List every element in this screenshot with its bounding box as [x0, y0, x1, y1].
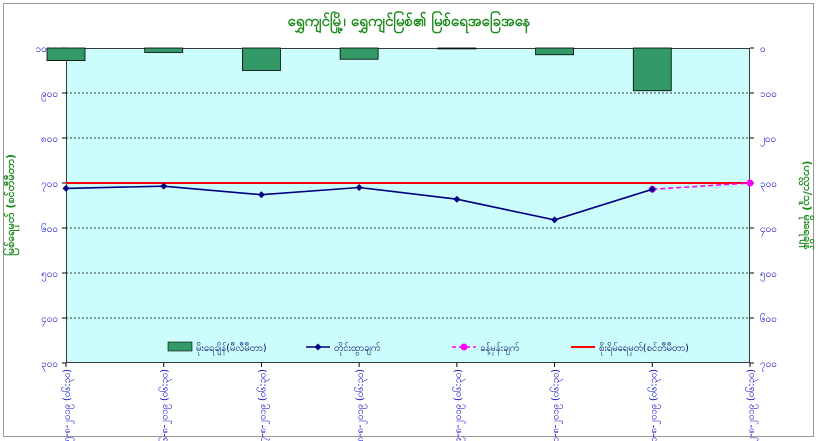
- y-right-tick-label: ၄၀၀: [760, 224, 777, 237]
- y-left-tick-label: ၉၀၀: [41, 89, 58, 102]
- rain-bar: [144, 47, 184, 53]
- x-tick-label: ၁၇-၈-၂၀၁၉ (၀၆:၃၀): [257, 369, 269, 441]
- y-right-tick-label: ၅၀၀: [760, 269, 777, 282]
- observed-point: [355, 184, 363, 191]
- y-right-tick-label: ၇၀၀: [760, 359, 777, 372]
- y-right-tick-label: ၃၀၀: [760, 179, 777, 192]
- legend-marker-observed: [314, 343, 322, 351]
- y-left-tick-label: ၈၀၀: [41, 134, 58, 145]
- observed-line: [65, 185, 653, 221]
- plot-area: [66, 48, 750, 363]
- x-tick-label: ၂၁-၈-၂၀၁၉ (၀၆:၃၀): [648, 369, 660, 441]
- observed-point: [160, 182, 168, 190]
- legend-swatch-rain: [167, 341, 193, 352]
- y-left-tick-label: ၄၀၀: [41, 314, 58, 327]
- rain-bar: [437, 47, 477, 50]
- x-tick-label: ၁၅-၈-၂၀၁၉ (၀၆:၃၀): [62, 369, 74, 441]
- forecast-point: [746, 179, 754, 187]
- legend-label: စိုးရိမ်ရေမှတ်(စင်တီမီတာ): [599, 343, 689, 355]
- x-tick-label: ၁၆-၈-၂၀၁၉ (၀၆:၃၀): [160, 369, 172, 441]
- legend-marker-forecast: [460, 343, 468, 351]
- y-right-tick-label: ၂၀၀: [760, 134, 776, 147]
- x-tick-label: ၁၉-၈-၂၀၁၉ (၀၆:၃၀): [453, 369, 465, 441]
- rain-bar: [535, 47, 574, 56]
- observed-point: [551, 216, 559, 224]
- y-left-tick-label: ၆၀၀: [41, 222, 58, 235]
- rain-bar: [339, 47, 379, 60]
- rain-bar: [632, 47, 672, 92]
- observed-point: [62, 184, 70, 192]
- observed-point: [648, 185, 656, 193]
- rain-bar: [242, 47, 281, 71]
- rain-bar: [46, 47, 86, 62]
- x-tick-label: ၁၈-၈-၂၀၁၉ (၀၆:၃၀): [355, 369, 367, 441]
- forecast-line: [652, 182, 751, 191]
- y-left-tick-label: ၇၀၀: [41, 179, 58, 192]
- y-right-tick-label: ၆၀၀: [760, 312, 777, 325]
- chart-frame: [3, 3, 814, 437]
- legend-label: ခန့်မှန်းချက်: [480, 343, 520, 355]
- y-right-tick-label: ၁၀၀: [760, 89, 777, 100]
- observed-point: [453, 195, 461, 203]
- observed-point: [257, 191, 265, 199]
- x-tick-label: ၂၂-၈-၂၀၁၉ (၀၆:၃၀): [746, 369, 758, 441]
- y-right-tick-label: ၀: [760, 44, 766, 55]
- y-left-tick-label: ၅၀၀: [41, 269, 58, 282]
- y-left-tick-label: ၃၀၀: [41, 359, 58, 372]
- legend-label: တိုင်းထွာချက်: [334, 343, 381, 355]
- x-tick-label: ၂၀-၈-၂၀၁၉ (၀၆:၃၀): [551, 369, 563, 441]
- chart-title: ရွှေကျင်မြို့၊ ရွှေကျင်မြစ်၏ မြစ်ရေအခြေအ…: [287, 12, 531, 30]
- legend-label: မိုးရေချိန်(မီလီမီတာ): [196, 343, 267, 355]
